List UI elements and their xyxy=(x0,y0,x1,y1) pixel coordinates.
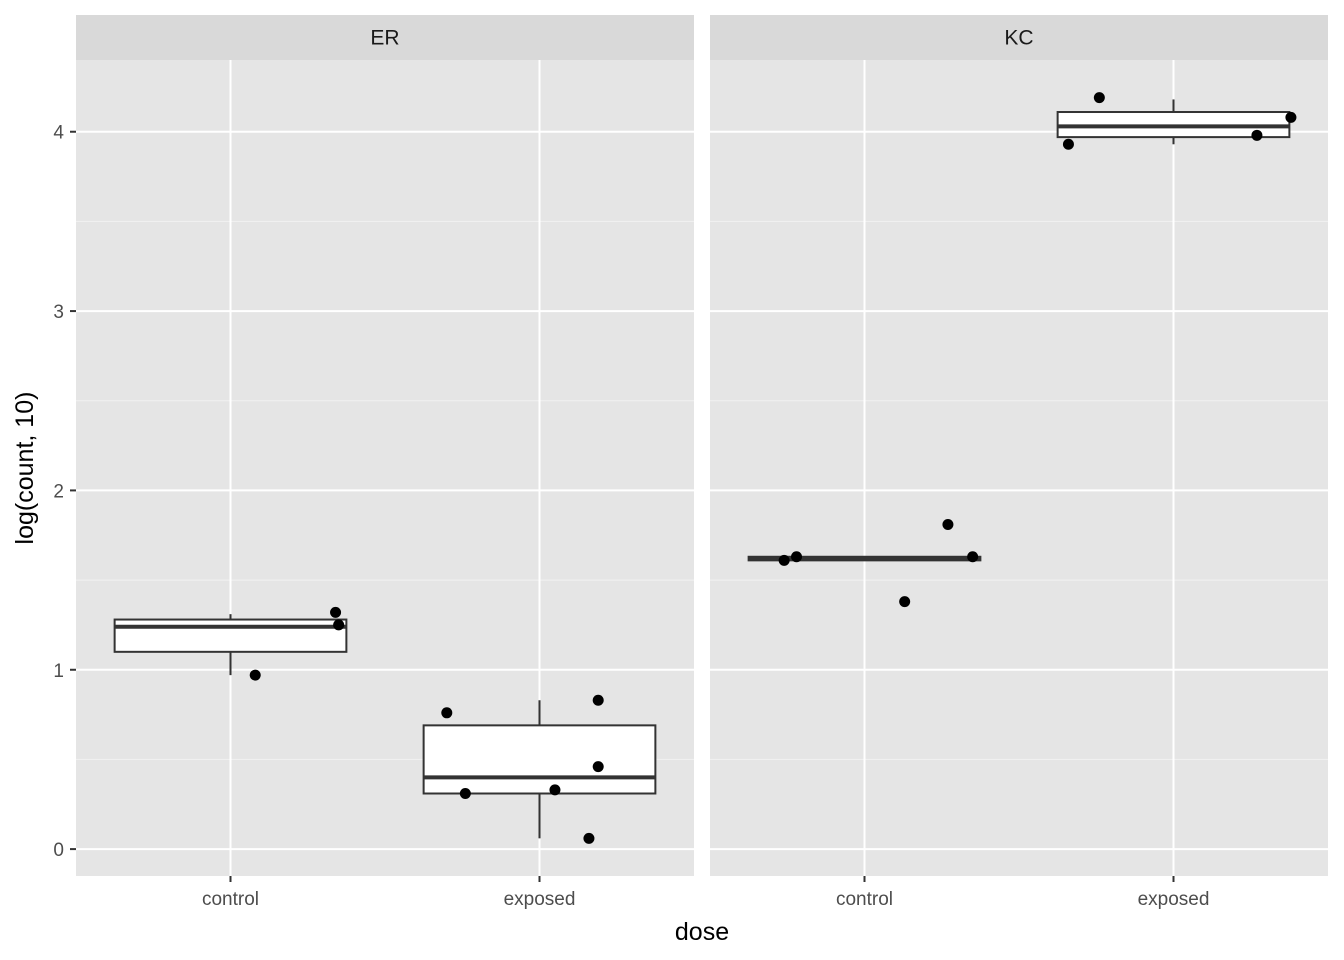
x-tick-label: control xyxy=(202,889,259,910)
data-point xyxy=(583,832,595,844)
y-axis: 0 1 2 3 4 xyxy=(53,123,76,861)
data-point xyxy=(1285,111,1297,123)
y-tick-label: 1 xyxy=(53,661,64,682)
data-point xyxy=(899,596,911,608)
y-tick-label: 0 xyxy=(53,840,64,861)
facet-strip-label: KC xyxy=(1004,27,1033,50)
box-exposed xyxy=(1056,99,1291,145)
x-tick-label: exposed xyxy=(504,889,576,910)
data-point xyxy=(459,788,471,800)
data-point xyxy=(441,707,453,719)
box-control xyxy=(113,614,348,676)
data-point xyxy=(249,669,261,681)
facet-strip xyxy=(76,15,694,60)
panel-background xyxy=(710,60,1328,876)
x-tick-label: exposed xyxy=(1138,889,1210,910)
data-point xyxy=(333,619,345,631)
facet-strip-label: ER xyxy=(370,27,399,50)
panel-er: ER control exposed xyxy=(76,15,694,910)
data-point xyxy=(942,518,954,530)
data-point xyxy=(592,761,604,773)
data-point xyxy=(1062,138,1074,150)
facet-strip xyxy=(710,15,1328,60)
data-point xyxy=(549,784,561,796)
data-point xyxy=(592,694,604,706)
x-axis-title: dose xyxy=(675,918,729,946)
box-iqr xyxy=(113,618,348,653)
panel-kc: KC control exposed xyxy=(710,15,1328,910)
box-iqr xyxy=(422,724,657,795)
x-tick-label: control xyxy=(836,889,893,910)
y-axis-title: log(count, 10) xyxy=(11,392,39,545)
y-tick-label: 4 xyxy=(53,123,64,144)
data-point xyxy=(778,554,790,566)
data-point xyxy=(1093,92,1105,104)
data-point xyxy=(791,551,803,563)
y-tick-label: 2 xyxy=(53,481,64,502)
data-point xyxy=(330,606,342,618)
data-point xyxy=(967,551,979,563)
box-exposed xyxy=(422,700,657,839)
y-tick-label: 3 xyxy=(53,302,64,323)
panels-layer: ER control exposed KC control exposed xyxy=(76,15,1328,910)
data-point xyxy=(1251,129,1263,141)
